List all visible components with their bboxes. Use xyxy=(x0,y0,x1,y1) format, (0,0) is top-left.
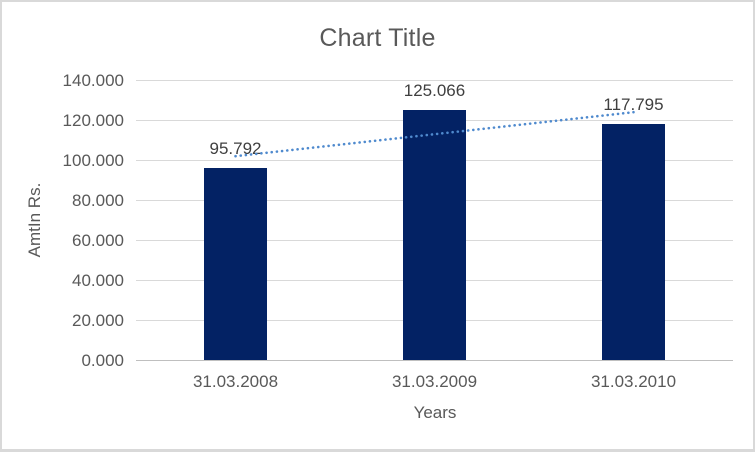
x-axis-line xyxy=(136,359,733,361)
y-tick-label: 0.000 xyxy=(81,350,124,370)
x-axis-title[interactable]: Years xyxy=(413,403,457,422)
category-label: 31.03.2009 xyxy=(391,372,478,391)
data-label[interactable]: 95.792 xyxy=(209,139,262,159)
data-label[interactable]: 125.066 xyxy=(403,80,466,100)
y-tick-label: 40.000 xyxy=(72,270,124,290)
y-tick-label: 80.000 xyxy=(72,190,124,210)
bar[interactable] xyxy=(204,168,267,360)
chart-title[interactable]: Chart Title xyxy=(319,24,436,52)
category-label: 31.03.2008 xyxy=(192,372,279,391)
y-tick-label: 20.000 xyxy=(72,310,124,330)
bar[interactable] xyxy=(602,124,665,360)
gridline xyxy=(136,79,733,81)
y-tick-label: 120.000 xyxy=(62,110,124,130)
y-tick-label: 100.000 xyxy=(62,150,124,170)
data-label[interactable]: 117.795 xyxy=(603,95,664,115)
category-label: 31.03.2010 xyxy=(590,372,677,391)
bar[interactable] xyxy=(403,109,466,360)
y-tick-label: 140.000 xyxy=(62,70,124,90)
y-tick-label: 60.000 xyxy=(72,230,124,250)
